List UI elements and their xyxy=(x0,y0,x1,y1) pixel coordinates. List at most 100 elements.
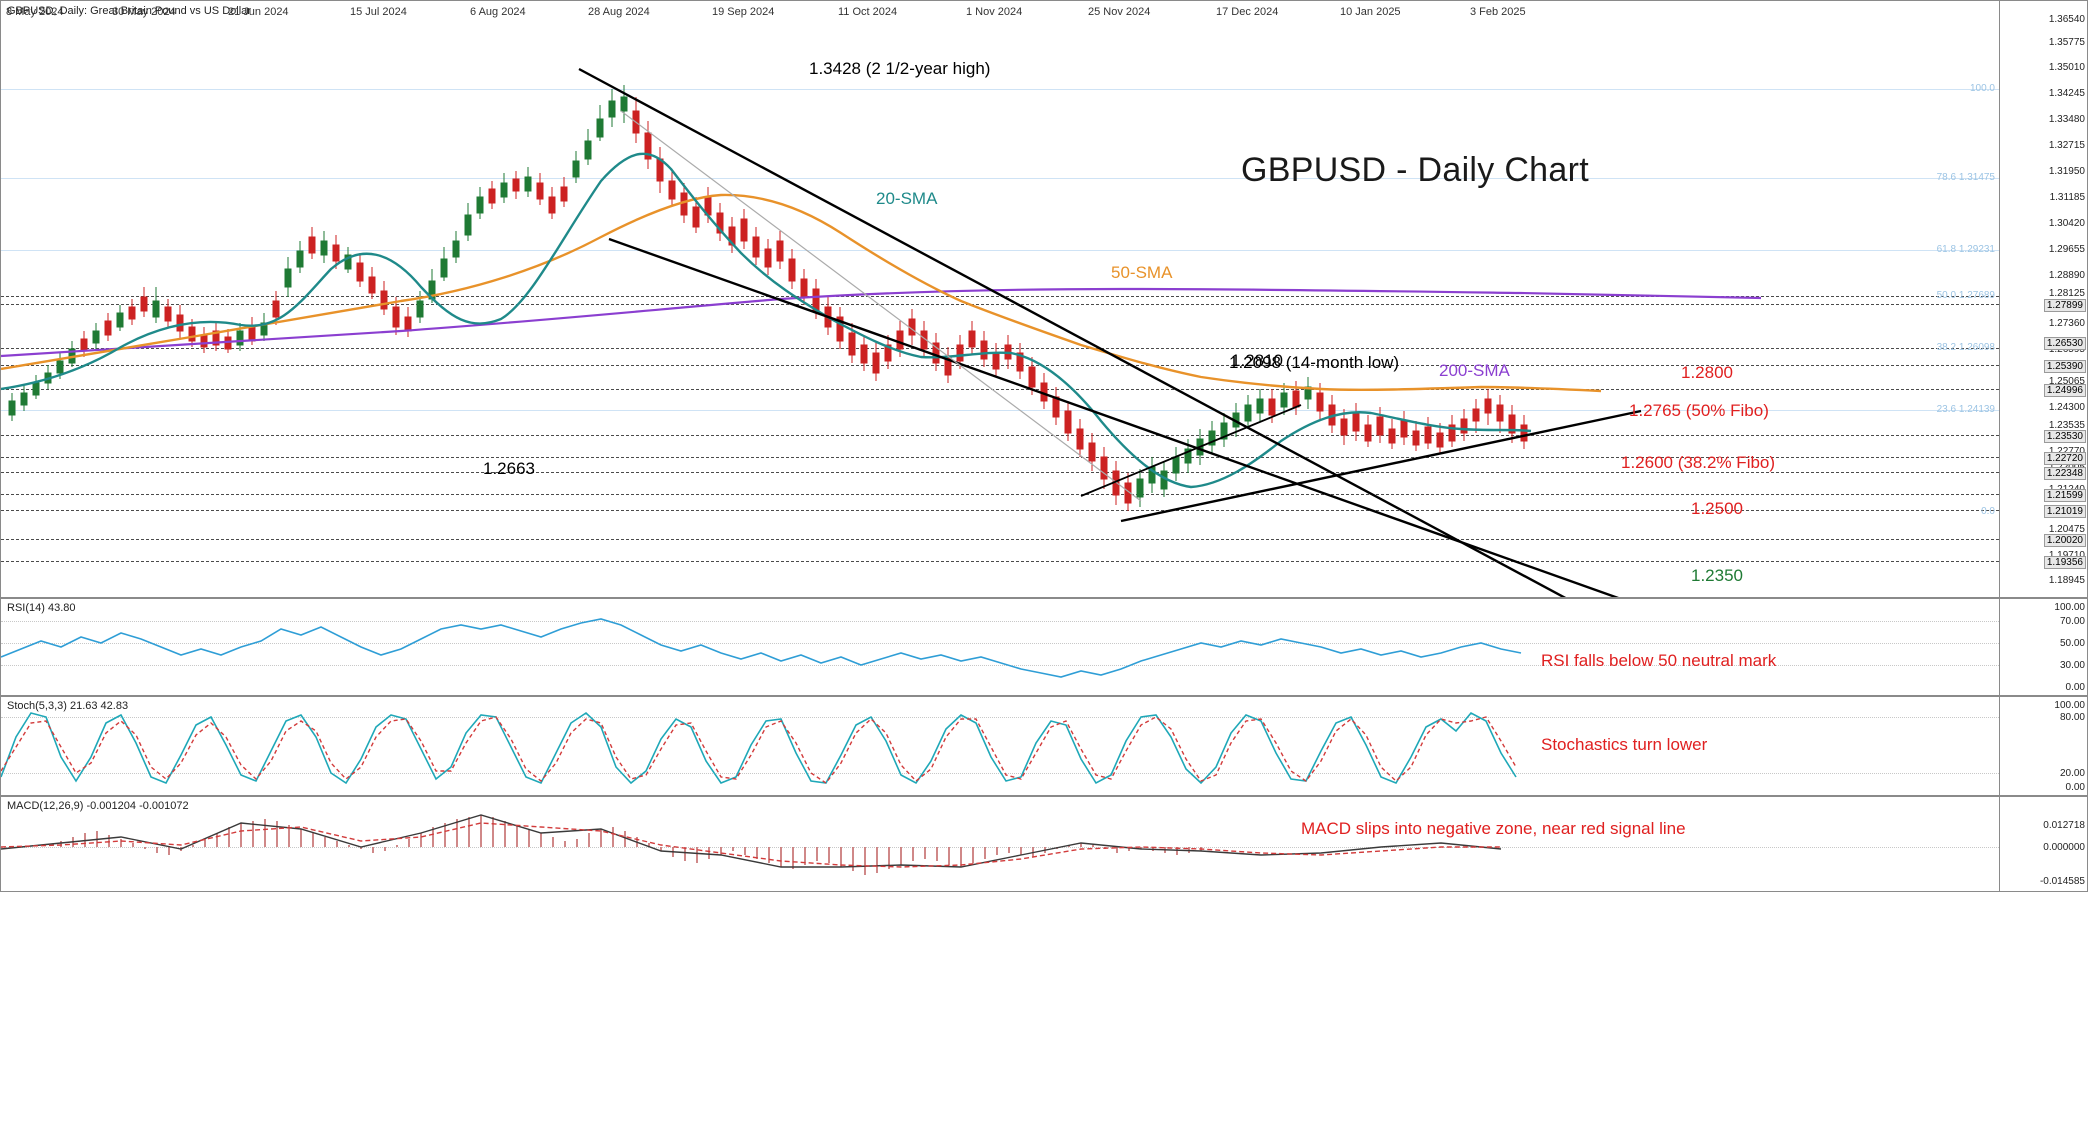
stoch-tick: 80.00 xyxy=(2059,712,2085,723)
price-tick: 1.24300 xyxy=(2048,402,2085,413)
time-tick: 25 Nov 2024 xyxy=(1088,6,1151,18)
annotation-high: 1.3428 (2 1/2-year high) xyxy=(809,59,991,78)
level-line-1-2350 xyxy=(1,435,1999,436)
rsi-tick: 100.00 xyxy=(2054,602,2085,613)
level-line-1-2235 xyxy=(1,472,1999,473)
price-box: 1.27899 xyxy=(2043,299,2086,312)
annotation-low: 1.2098 (14-month low) xyxy=(1229,353,1400,372)
level-line-1-2500 xyxy=(1,389,1999,390)
time-axis[interactable]: 8 May 2024 30 May 2024 21 Jun 2024 15 Ju… xyxy=(0,0,2088,30)
price-axis[interactable]: 1.36540 1.35775 1.35010 1.34245 1.33480 … xyxy=(1999,1,2087,597)
level-label-1-2800: 1.2800 xyxy=(1681,363,1733,382)
level-line-1-2000 xyxy=(1,539,1999,540)
stoch-line-svg xyxy=(1,711,1517,785)
rsi-axis[interactable]: 100.00 70.00 50.00 30.00 0.00 xyxy=(1999,599,2087,695)
level-label-1-2765: 1.2765 (50% Fibo) xyxy=(1629,401,1769,420)
time-tick: 30 May 2024 xyxy=(112,6,176,18)
macd-tick: -0.014585 xyxy=(2039,876,2085,887)
label-1-2810: 1.2810 xyxy=(1231,351,1283,370)
price-tick: 1.23535 xyxy=(2048,420,2085,431)
price-tick: 1.25065 xyxy=(2048,376,2085,387)
stoch-tick: 20.00 xyxy=(2059,768,2085,779)
rsi-header: RSI(14) 43.80 xyxy=(7,602,76,614)
sma-200-line xyxy=(1,287,1762,358)
price-tick: 1.36540 xyxy=(2048,14,2085,25)
price-box: 1.24996 xyxy=(2043,384,2086,397)
stochastics-panel: Stoch(5,3,3) 21.63 42.83 Stochastics tur… xyxy=(0,696,2088,796)
level-line-1-2270 xyxy=(1,457,1999,458)
level-label-1-2600: 1.2600 (38.2% Fibo) xyxy=(1621,453,1776,472)
price-box: 1.22348 xyxy=(2043,467,2086,480)
fibo-line-236 xyxy=(1,410,1999,411)
time-tick: 21 Jun 2024 xyxy=(228,6,289,18)
level-line-1-1935 xyxy=(1,561,1999,562)
symbol-header: GBPUSD, Daily: Great Britain Pound vs US… xyxy=(7,5,251,17)
time-tick: 15 Jul 2024 xyxy=(350,6,407,18)
price-tick: 1.28125 xyxy=(2048,288,2085,299)
rsi-tick: 30.00 xyxy=(2059,660,2085,671)
level-line-1-2600 xyxy=(1,348,1999,349)
fibo-label: 78.6 1.31475 xyxy=(1936,172,1995,183)
stoch-axis[interactable]: 100.00 80.00 20.00 0.00 xyxy=(1999,697,2087,795)
price-tick: 1.31950 xyxy=(2048,166,2085,177)
rsi-line-svg xyxy=(1,618,1522,678)
price-tick: 1.22770 xyxy=(2049,447,2085,457)
stoch-note: Stochastics turn lower xyxy=(1541,735,1708,754)
trendline-upper xyxy=(578,67,1567,597)
price-tick: 1.33480 xyxy=(2048,114,2085,125)
price-tick: 1.35010 xyxy=(2048,62,2085,73)
label-1-2663: 1.2663 xyxy=(483,459,535,478)
fibo-label: 100.0 xyxy=(1969,83,1995,94)
candlestick-series xyxy=(8,85,1528,511)
price-panel: GBPUSD, Daily: Great Britain Pound vs US… xyxy=(0,0,2088,738)
price-tick: 1.35775 xyxy=(2048,37,2085,48)
label-200-sma: 200-SMA xyxy=(1439,361,1510,380)
time-tick: 8 May 2024 xyxy=(6,6,64,18)
trendline-channel-mid xyxy=(620,110,1142,502)
rsi-tick: 70.00 xyxy=(2059,616,2085,627)
trendline-mid-resistance xyxy=(1080,404,1302,497)
price-box: 1.19356 xyxy=(2043,556,2086,569)
stoch-level-80 xyxy=(1,717,1999,718)
trendline-lower xyxy=(608,237,1619,597)
macd-tick: 0.000000 xyxy=(2043,842,2085,853)
time-tick: 11 Oct 2024 xyxy=(838,6,898,18)
fibo-label: 50.0 1.27689 xyxy=(1936,290,1995,301)
price-tick: 1.29655 xyxy=(2048,244,2085,255)
time-tick: 28 Aug 2024 xyxy=(588,6,650,18)
price-box: 1.22720 xyxy=(2043,452,2086,465)
stoch-tick: 100.00 xyxy=(2054,700,2085,711)
macd-header: MACD(12,26,9) -0.001204 -0.001072 xyxy=(7,800,189,812)
rsi-level-50 xyxy=(1,643,1999,644)
macd-zero-line xyxy=(1,847,1999,848)
price-tick: 1.30420 xyxy=(2048,218,2085,229)
rsi-tick: 50.00 xyxy=(2059,638,2085,649)
level-line-1-2539 xyxy=(1,365,1999,366)
label-50-sma: 50-SMA xyxy=(1111,263,1173,282)
time-tick: 10 Jan 2025 xyxy=(1340,6,1401,18)
stoch-plot: Stochastics turn lower xyxy=(1,697,1999,795)
label-20-sma: 20-SMA xyxy=(876,189,938,208)
price-tick: 1.34245 xyxy=(2048,88,2085,99)
price-tick: 1.28890 xyxy=(2048,270,2085,281)
time-tick: 19 Sep 2024 xyxy=(712,6,775,18)
macd-note: MACD slips into negative zone, near red … xyxy=(1301,819,1686,838)
stoch-level-20 xyxy=(1,773,1999,774)
fibo-label: 38.2 1.26098 xyxy=(1936,342,1995,353)
macd-histogram xyxy=(60,815,1202,875)
fibo-label: 61.8 1.29231 xyxy=(1936,244,1995,255)
price-tick: 1.31185 xyxy=(2049,192,2085,203)
time-tick: 1 Nov 2024 xyxy=(966,6,1023,18)
price-series-svg xyxy=(1,67,1762,597)
fibo-label: 0.0 xyxy=(1981,506,1995,517)
price-box: 1.23530 xyxy=(2043,430,2086,443)
macd-axis[interactable]: 0.012718 0.000000 -0.014585 xyxy=(1999,797,2087,891)
stoch-tick: 0.00 xyxy=(2065,782,2085,793)
macd-plot: MACD slips into negative zone, near red … xyxy=(1,797,1999,891)
price-tick: 1.18945 xyxy=(2048,575,2085,586)
level-label-1-2350: 1.2350 xyxy=(1691,566,1743,585)
price-tick: 1.20475 xyxy=(2048,524,2085,535)
sma-50-line xyxy=(1,193,1602,393)
price-tick: 1.27360 xyxy=(2048,318,2085,329)
